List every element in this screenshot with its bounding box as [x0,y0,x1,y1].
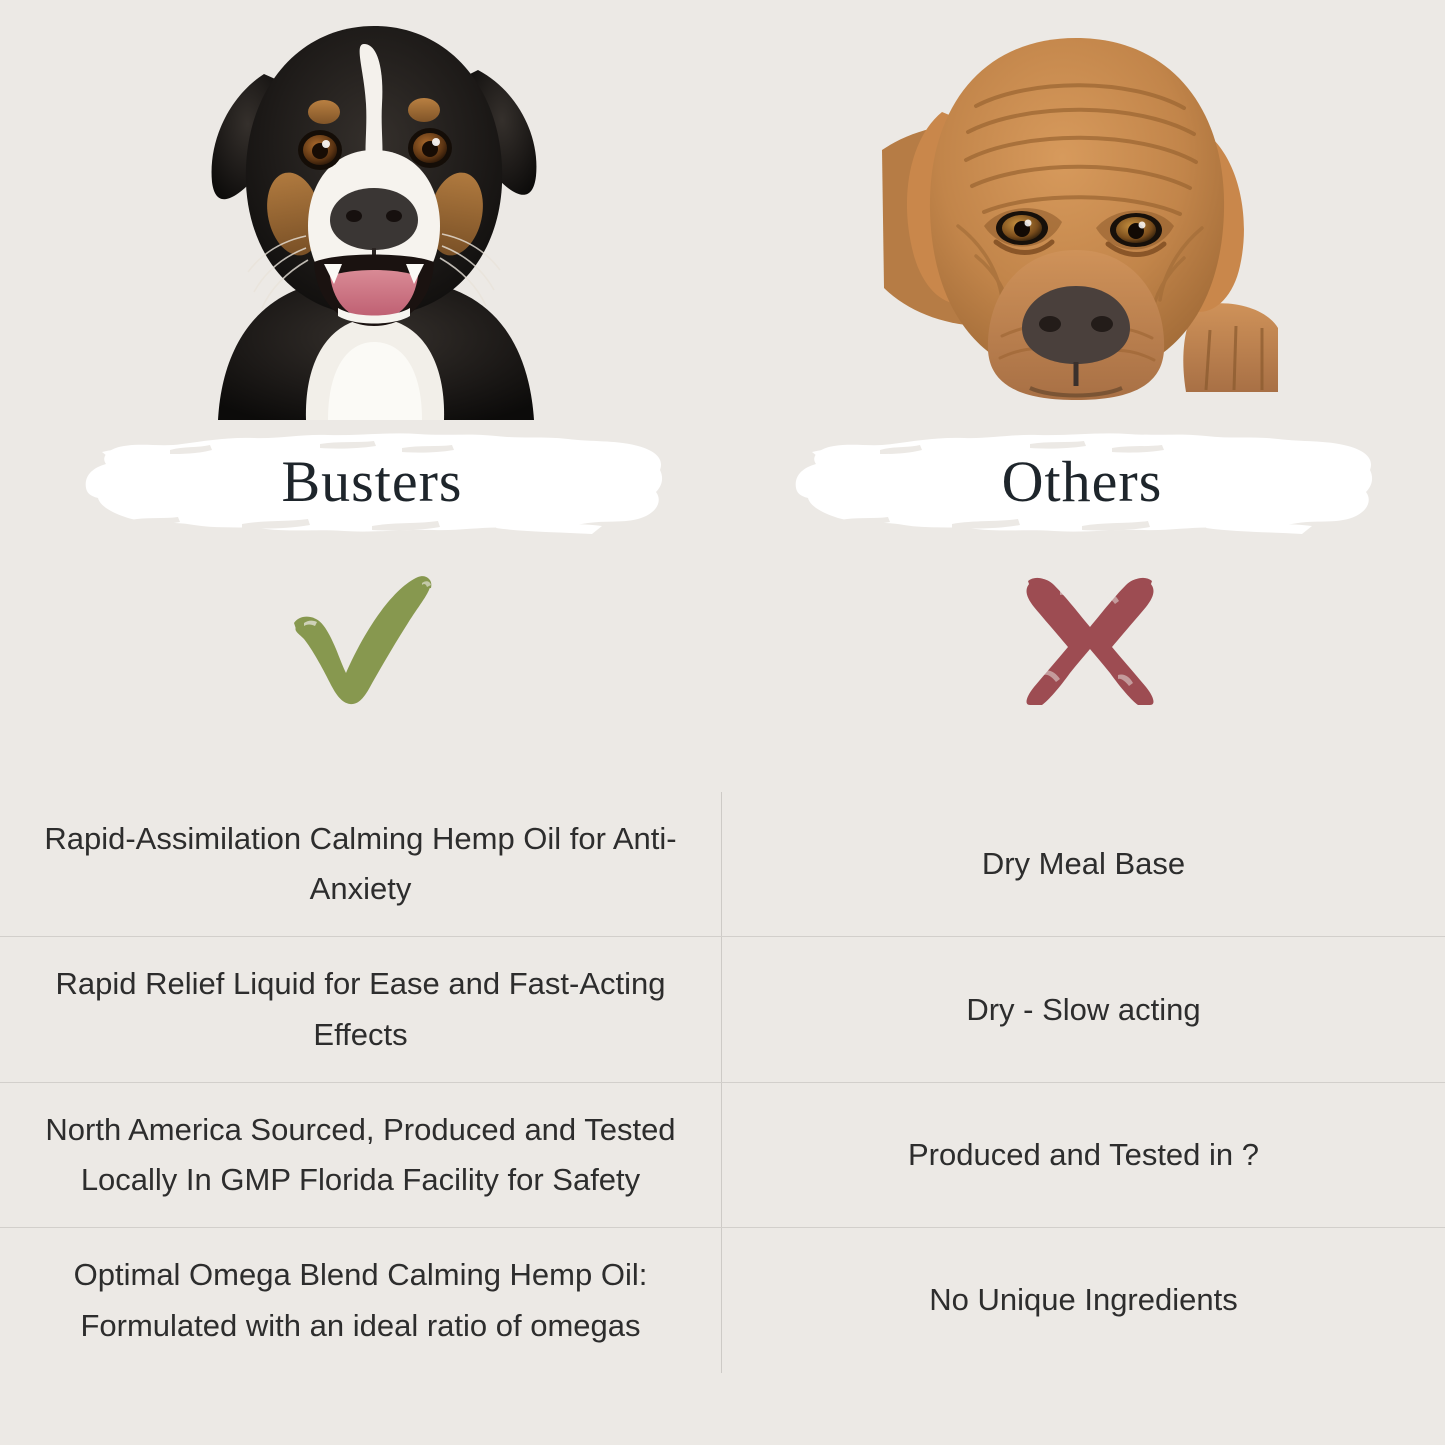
others-cell: Dry - Slow acting [721,937,1445,1082]
table-row: Optimal Omega Blend Calming Hemp Oil: Fo… [0,1227,1445,1373]
others-cell: Produced and Tested in ? [721,1082,1445,1228]
table-row: Rapid-Assimilation Calming Hemp Oil for … [0,792,1445,937]
check-mark-icon [294,576,432,705]
others-dog-photo [880,0,1280,420]
comparison-table: Rapid-Assimilation Calming Hemp Oil for … [0,792,1445,1373]
busters-cell: Rapid Relief Liquid for Ease and Fast-Ac… [0,937,721,1081]
others-title: Others [1001,448,1163,514]
others-verdict [1000,575,1180,705]
busters-title: Busters [281,448,463,514]
busters-dog-photo [178,0,568,420]
table-row: Rapid Relief Liquid for Ease and Fast-Ac… [0,936,1445,1082]
busters-cell: North America Sourced, Produced and Test… [0,1083,721,1227]
busters-verdict [272,575,452,705]
others-banner: Others [782,424,1382,542]
cross-mark-icon [1026,577,1154,705]
busters-feature-text: North America Sourced, Produced and Test… [45,1111,676,1198]
sad-dog-photo-icon [882,38,1278,400]
brand-banner-row: Busters Others [0,424,1445,544]
others-cell: Dry Meal Base [721,792,1445,937]
others-feature-text: No Unique Ingredients [929,1282,1238,1318]
busters-banner: Busters [72,424,672,542]
table-row: North America Sourced, Produced and Test… [0,1081,1445,1228]
busters-feature-text: Optimal Omega Blend Calming Hemp Oil: Fo… [73,1257,648,1343]
others-cell: No Unique Ingredients [721,1228,1445,1373]
others-feature-text: Dry - Slow acting [966,991,1201,1027]
others-feature-text: Dry Meal Base [981,846,1186,882]
verdict-mark-row [0,575,1445,710]
brush-stroke-icon [85,433,663,534]
busters-cell: Rapid-Assimilation Calming Hemp Oil for … [0,792,721,936]
busters-cell: Optimal Omega Blend Calming Hemp Oil: Fo… [0,1228,721,1372]
busters-feature-text: Rapid-Assimilation Calming Hemp Oil for … [44,821,677,907]
busters-feature-text: Rapid Relief Liquid for Ease and Fast-Ac… [55,966,666,1052]
happy-dog-photo-icon [211,26,537,420]
others-feature-text: Produced and Tested in ? [907,1136,1260,1172]
brush-stroke-icon [795,433,1373,534]
hero-photo-row [0,0,1445,430]
